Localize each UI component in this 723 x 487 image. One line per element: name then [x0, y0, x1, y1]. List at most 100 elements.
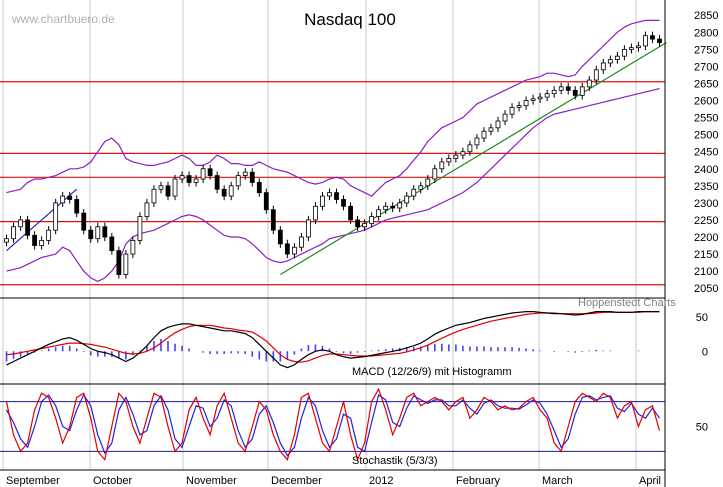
price-tick-label: 2850: [694, 10, 718, 22]
candle-body: [453, 154, 459, 159]
candle-body: [558, 86, 564, 91]
candle-body: [593, 69, 599, 81]
candle-body: [60, 195, 66, 204]
candle-body: [81, 212, 87, 231]
macd-line: [6, 311, 660, 369]
candle-body: [657, 38, 662, 43]
price-tick-label: 2350: [694, 181, 718, 193]
candle-body: [369, 216, 375, 224]
candle-body: [313, 205, 318, 221]
candle-body: [383, 205, 389, 211]
candle-body: [74, 199, 80, 214]
candle-body: [614, 55, 620, 60]
candle-body: [193, 178, 199, 183]
candle-body: [621, 48, 627, 57]
watermark-text: www.chartbuero.de: [11, 12, 115, 26]
candle-body: [306, 219, 311, 238]
candle-body: [355, 219, 360, 228]
macd-tick-label: 0: [702, 346, 708, 358]
price-tick-label: 2550: [694, 113, 718, 125]
price-tick-label: 2300: [694, 198, 718, 210]
price-tick-label: 2050: [694, 283, 718, 295]
candle-body: [249, 171, 255, 183]
price-tick-label: 2800: [694, 27, 718, 39]
candle-body: [137, 216, 143, 241]
price-tick-label: 2200: [694, 232, 718, 244]
candle-body: [221, 188, 227, 197]
candle-body: [390, 205, 396, 209]
macd-label: MACD (12/26/9) mit Histogramm: [352, 366, 512, 378]
candle-body: [123, 253, 129, 275]
candle-body: [432, 168, 438, 180]
candle-body: [565, 86, 571, 91]
candle-body: [439, 161, 445, 170]
upper-band-line: [6, 19, 660, 197]
candle-body: [348, 205, 353, 221]
macd-panel: [0, 297, 665, 385]
candle-body: [88, 229, 94, 240]
price-tick-label: 2100: [694, 266, 718, 278]
candle-body: [179, 175, 185, 180]
candle-body: [544, 93, 550, 98]
candle-body: [130, 240, 136, 255]
chart-title: Nasdaq 100: [304, 10, 396, 29]
candle-body: [25, 219, 30, 236]
candle-body: [158, 185, 164, 190]
candle-body: [425, 178, 431, 187]
candle-body: [404, 195, 410, 204]
candle-body: [18, 219, 23, 228]
x-tick-label: 2012: [369, 475, 393, 487]
candle-body: [235, 175, 241, 187]
price-panel: [0, 19, 667, 286]
price-tick-label: 2250: [694, 215, 718, 227]
candle-body: [530, 98, 536, 101]
candle-body: [537, 96, 543, 100]
candle-body: [327, 192, 332, 197]
candle-body: [67, 195, 73, 200]
candle-body: [165, 185, 171, 197]
candle-body: [186, 175, 192, 183]
candle-body: [467, 144, 473, 153]
candle-body: [572, 89, 578, 96]
stochastic-panel: [0, 387, 665, 462]
candle-body: [418, 185, 424, 190]
x-tick-label: October: [93, 475, 132, 487]
price-tick-label: 2600: [694, 96, 718, 108]
candle-body: [299, 236, 304, 248]
candle-body: [411, 188, 417, 197]
candle-body: [446, 158, 452, 163]
candle-body: [509, 106, 515, 115]
price-tick-label: 2150: [694, 249, 718, 261]
price-tick-label: 2400: [694, 164, 718, 176]
candle-body: [263, 192, 269, 211]
candle-body: [46, 229, 52, 241]
candle-body: [341, 199, 346, 207]
x-tick-label: December: [271, 475, 322, 487]
candle-body: [4, 238, 9, 243]
candle-body: [228, 185, 234, 197]
candle-body: [214, 175, 220, 190]
candle-body: [474, 137, 480, 146]
candle-body: [650, 35, 655, 40]
candle-body: [488, 127, 494, 132]
source-text: Hoppenstedt Charts: [578, 297, 676, 309]
candle-body: [242, 171, 248, 176]
candle-body: [102, 226, 108, 238]
candle-body: [551, 89, 557, 95]
gridlines: [2, 0, 637, 470]
candle-body: [53, 202, 59, 231]
stochastic-tick-label: 50: [696, 422, 708, 434]
candle-body: [600, 62, 606, 71]
candle-body: [579, 86, 585, 96]
candle-body: [607, 59, 613, 64]
x-tick-label: April: [639, 475, 661, 487]
candle-body: [397, 202, 403, 209]
candle-body: [362, 222, 367, 228]
price-tick-label: 2750: [694, 44, 718, 56]
candle-body: [207, 168, 213, 176]
candle-body: [270, 209, 276, 231]
candle-body: [502, 113, 508, 122]
trendline: [280, 42, 667, 276]
candle-body: [144, 202, 150, 217]
